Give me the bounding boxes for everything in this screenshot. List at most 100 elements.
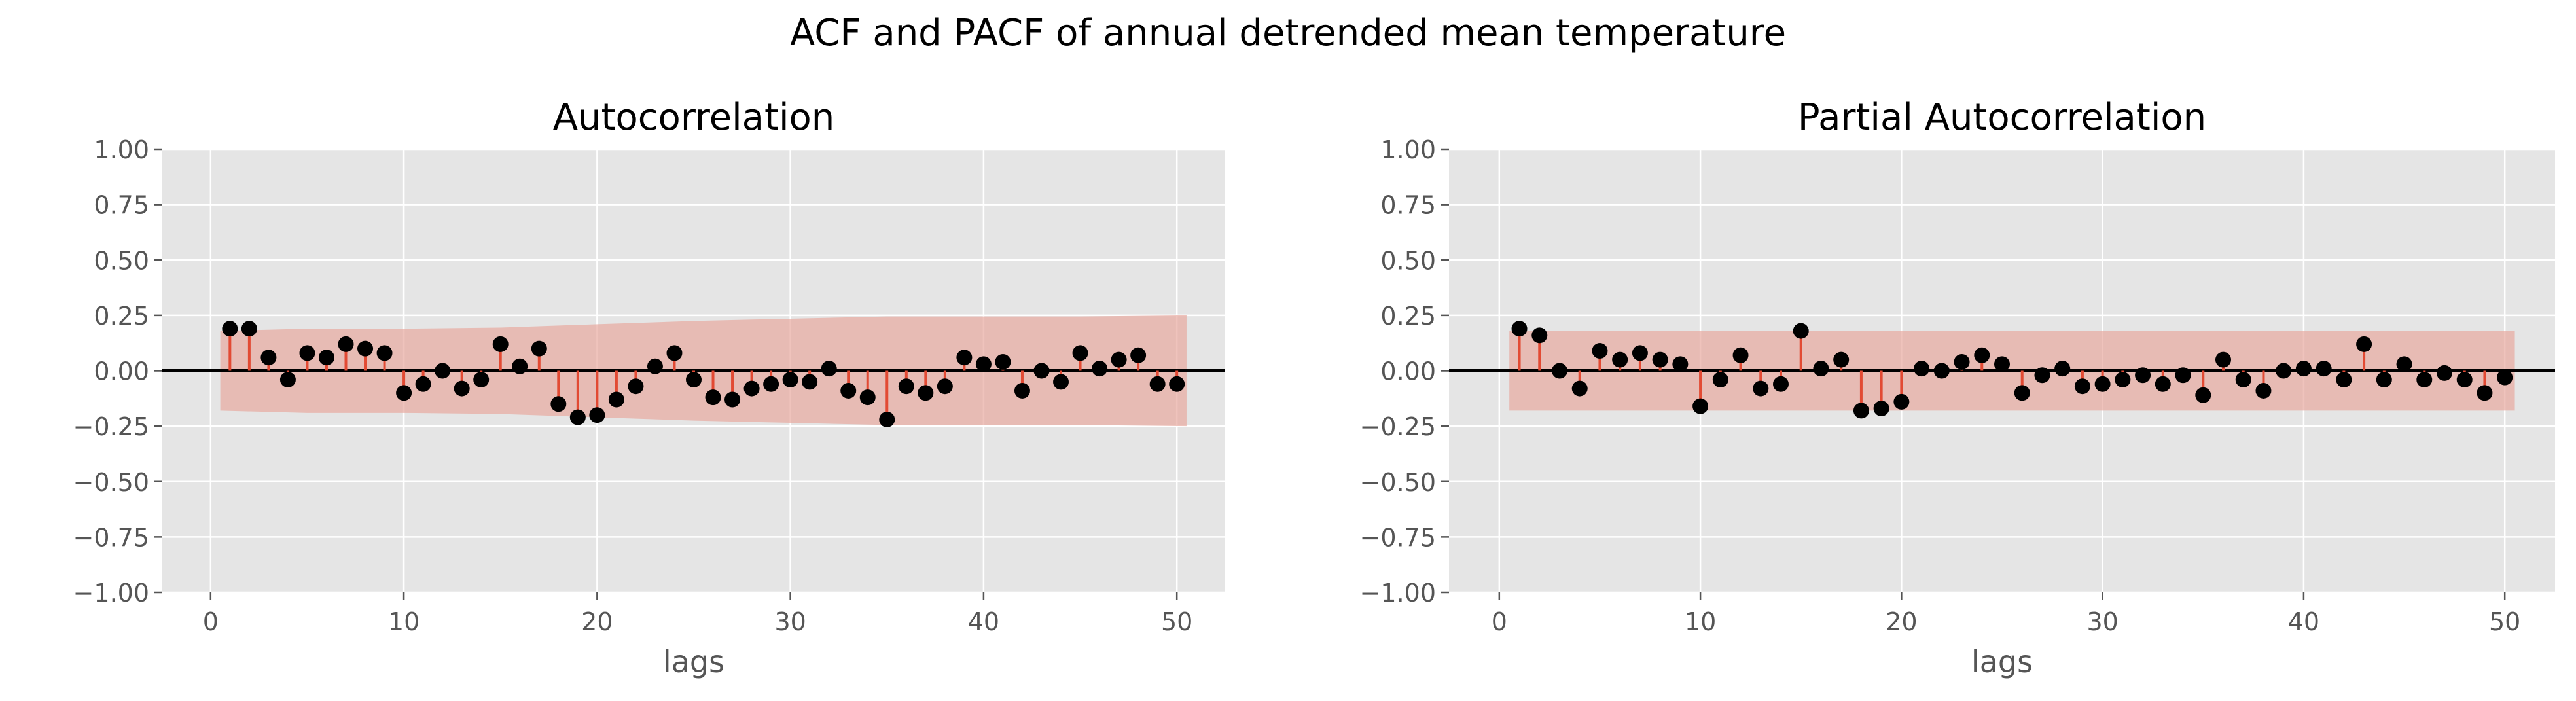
stem-marker — [1853, 403, 1869, 419]
y-tick-label: 0.00 — [1380, 357, 1436, 386]
y-tick-label: 0.00 — [94, 357, 149, 386]
pacf-panel: −1.00 −0.75 −0.50 −0.25 0.00 0.25 0.50 0.75 1.00… — [1360, 96, 2555, 679]
stem-marker — [2295, 361, 2312, 377]
stem-marker — [647, 358, 663, 374]
stem-marker — [1072, 345, 1088, 361]
stem-marker — [222, 321, 238, 337]
x-tick-label: 10 — [388, 607, 420, 636]
stem-marker — [2336, 372, 2352, 388]
stem-marker — [705, 389, 721, 406]
figure-title: ACF and PACF of annual detrended mean te… — [789, 12, 1787, 54]
stem-marker — [2416, 372, 2433, 388]
stem-marker — [2215, 351, 2231, 368]
x-axis-label: lags — [1971, 644, 2033, 679]
stem-marker — [1511, 321, 1528, 337]
stem-marker — [1712, 372, 1728, 388]
y-tick-label: 0.25 — [94, 302, 149, 331]
stem-marker — [821, 361, 837, 377]
x-tick-label: 50 — [1161, 607, 1192, 636]
stem-marker — [1914, 361, 1930, 377]
stem-marker — [2497, 369, 2513, 386]
stem-marker — [1833, 351, 1850, 368]
stem-marker — [2115, 372, 2131, 388]
y-tick-label: 0.75 — [1380, 191, 1436, 220]
stem-marker — [2477, 385, 2493, 401]
stem-marker — [724, 391, 741, 408]
stem-marker — [473, 372, 490, 388]
stem-marker — [782, 372, 798, 388]
stem-marker — [1111, 351, 1127, 368]
stem-marker — [241, 321, 257, 337]
stem-marker — [1933, 363, 1950, 379]
stem-marker — [1873, 401, 1889, 417]
stem-marker — [1169, 376, 1185, 392]
y-tick-label: −0.75 — [1360, 523, 1436, 552]
stem-marker — [2094, 376, 2111, 392]
stem-marker — [1130, 347, 1147, 363]
y-tick-label: −0.25 — [73, 412, 149, 441]
stem-marker — [2074, 378, 2090, 395]
stem-marker — [2034, 367, 2050, 384]
stem-marker — [1773, 376, 1789, 392]
stem-marker — [589, 407, 605, 423]
y-tick-label: −0.50 — [1360, 468, 1436, 497]
stem-marker — [2356, 336, 2372, 352]
stem-marker — [686, 372, 702, 388]
x-tick-label: 0 — [203, 607, 219, 636]
stem-marker — [1632, 345, 1648, 361]
y-tick-label: 0.50 — [1380, 246, 1436, 275]
stem-marker — [1813, 361, 1829, 377]
stem-marker — [338, 336, 354, 352]
stem-marker — [995, 353, 1011, 370]
stem-marker — [2437, 365, 2452, 381]
stem-marker — [859, 389, 876, 406]
stem-marker — [2135, 367, 2151, 384]
y-tick-label: −0.25 — [1360, 412, 1436, 441]
stem-marker — [937, 378, 953, 395]
stem-marker — [2155, 376, 2171, 392]
stem-marker — [396, 385, 412, 401]
stem-marker — [531, 340, 547, 357]
x-tick-label: 40 — [2288, 607, 2319, 636]
stem-marker — [2316, 361, 2332, 377]
stem-marker — [918, 385, 934, 401]
x-tick-label: 50 — [2489, 607, 2520, 636]
y-tick-label: −0.75 — [73, 523, 149, 552]
stem-marker — [569, 409, 586, 425]
stem-marker — [840, 382, 857, 399]
stem-marker — [1592, 343, 1608, 359]
x-tick-label: 40 — [968, 607, 999, 636]
stem-marker — [318, 350, 334, 366]
stem-marker — [1893, 393, 1910, 410]
y-tick-label: 0.50 — [94, 246, 149, 275]
stem-marker — [1531, 327, 1548, 344]
stem-marker — [2195, 387, 2211, 403]
stem-marker — [743, 380, 760, 397]
stem-marker — [1954, 353, 1970, 370]
stem-marker — [1149, 376, 1166, 392]
stem-marker — [1994, 356, 2010, 372]
stem-marker — [2255, 382, 2272, 399]
stem-marker — [512, 358, 528, 374]
stem-marker — [454, 380, 470, 397]
y-tick-label: −1.00 — [73, 579, 149, 607]
stem-marker — [1793, 323, 1809, 339]
stem-marker — [1974, 347, 1990, 363]
y-tick-label: −0.50 — [73, 468, 149, 497]
stem-marker — [763, 376, 779, 392]
stem-marker — [1612, 351, 1628, 368]
stem-marker — [1053, 374, 1069, 390]
stem-marker — [435, 363, 451, 379]
stem-marker — [1552, 363, 1567, 379]
stem-marker — [1692, 398, 1709, 414]
stem-marker — [357, 340, 374, 357]
stem-marker — [666, 345, 683, 361]
stem-marker — [628, 378, 644, 395]
y-tick-label: 0.25 — [1380, 302, 1436, 331]
y-tick-label: −1.00 — [1360, 579, 1436, 607]
stem-marker — [1672, 356, 1689, 372]
stem-marker — [1014, 382, 1030, 399]
stem-marker — [2054, 361, 2071, 377]
panel-title: Partial Autocorrelation — [1798, 96, 2206, 139]
